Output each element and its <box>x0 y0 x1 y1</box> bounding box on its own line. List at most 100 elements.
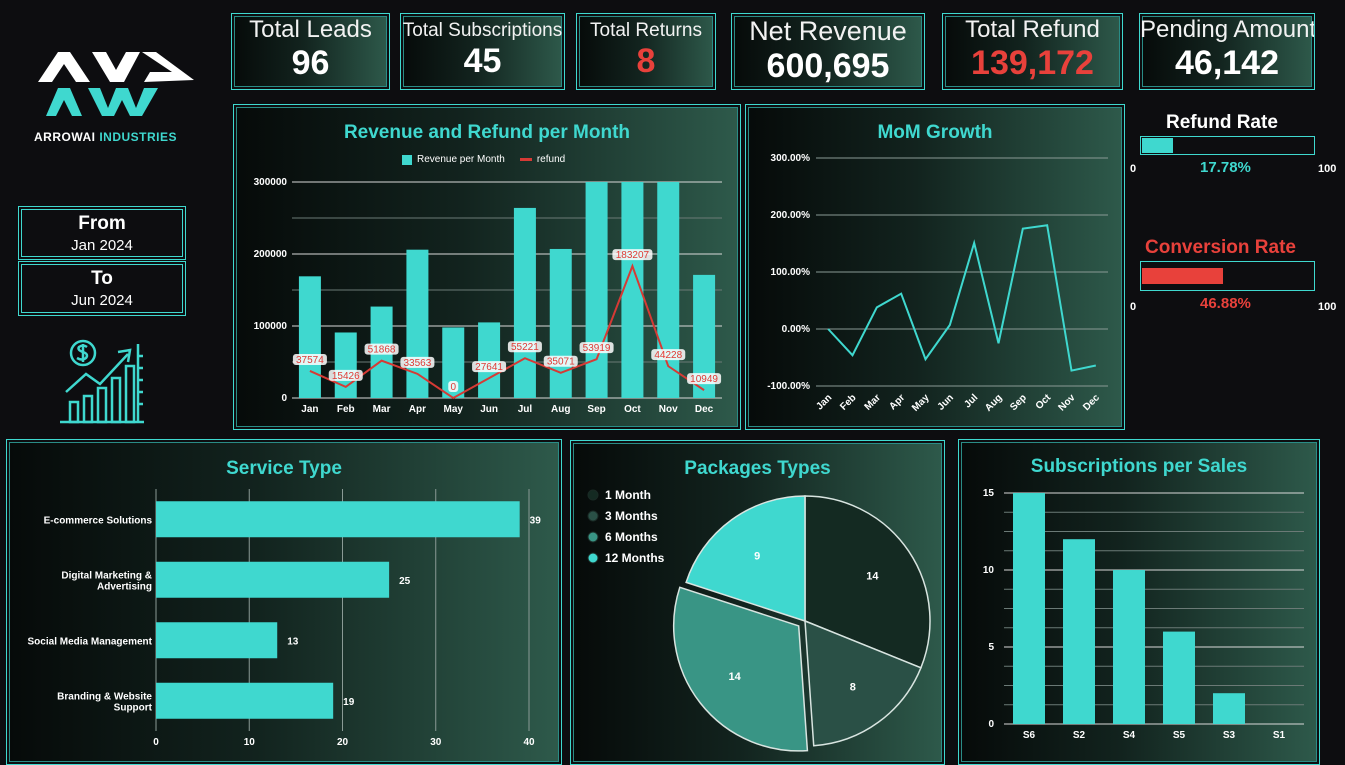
from-label: From <box>78 213 126 234</box>
kpi-value: 8 <box>636 42 656 80</box>
pie-slice-label: 14 <box>729 671 742 683</box>
kpi-total-subscriptions: Total Subscriptions 45 <box>400 13 565 90</box>
kpi-net-revenue: Net Revenue 600,695 <box>731 13 925 90</box>
refund-data-label: 37574 <box>296 355 324 366</box>
x-tick-label: Jun <box>936 392 956 412</box>
chart-title: Revenue and Refund per Month <box>343 122 631 143</box>
service-type-chart: 0 10 20 30 40 39 E-commerce Solutions 25 Digital… <box>28 489 541 748</box>
y-tick-label: 0.00% <box>782 324 810 335</box>
y-tick-label: 200000 <box>254 249 288 260</box>
chart-title: MoM Growth <box>877 122 993 143</box>
refund-data-label-bg <box>448 381 459 392</box>
chart-title: Subscriptions per Sales <box>1030 456 1248 477</box>
kpi-total-leads: Total Leads 96 <box>231 13 390 90</box>
x-tick-label: Jul <box>518 404 533 415</box>
refund-data-label-bg <box>651 349 686 361</box>
to-label: To <box>91 268 113 289</box>
x-tick-label: Feb <box>337 404 355 415</box>
x-tick-label: 20 <box>337 737 349 748</box>
x-tick-label: S4 <box>1123 730 1136 741</box>
x-tick-label: Mar <box>373 404 391 415</box>
y-tick-label: 10 <box>983 565 995 576</box>
legend-label-revenue: Revenue per Month <box>417 154 505 165</box>
x-tick-label: 0 <box>153 737 159 748</box>
revenue-bar <box>549 248 572 398</box>
legend-label: 12 Months <box>605 551 665 565</box>
conversion-rate-fill <box>1142 268 1224 284</box>
x-tick-label: Oct <box>1034 392 1054 412</box>
pie-slice-label: 8 <box>850 682 856 694</box>
x-tick-label: Nov <box>659 404 678 415</box>
refund-data-label-bg <box>364 343 399 355</box>
revenue-bar <box>478 322 501 398</box>
kpi-value: 96 <box>291 44 330 82</box>
mom-growth-panel: MoM Growth -100.00% 0.00% 100.00% 200.00% 30… <box>745 104 1125 430</box>
kpi-total-returns: Total Returns 8 <box>576 13 716 90</box>
kpi-pending-amount: Pending Amount 46,142 <box>1139 13 1315 90</box>
y-tick-label: 5 <box>988 642 994 653</box>
x-tick-label: Oct <box>624 404 641 415</box>
legend-label-refund: refund <box>536 154 566 165</box>
service-bar <box>156 561 390 598</box>
x-tick-label: Dec <box>695 404 714 415</box>
kpi-label: Total Leads <box>249 16 372 43</box>
chart-title: Service Type <box>226 458 342 479</box>
pie-slice <box>672 586 809 752</box>
legend-swatch-revenue <box>402 154 412 165</box>
brand-name-part1: ARROWAI <box>34 130 96 144</box>
x-tick-label: May <box>910 392 932 414</box>
x-tick-label: Sep <box>587 404 605 415</box>
kpi-value: 139,172 <box>971 44 1094 82</box>
refund-data-label-bg <box>543 355 578 367</box>
service-bar <box>156 682 334 719</box>
x-tick-label: Mar <box>863 392 883 412</box>
pie-slice-label: 9 <box>754 550 760 562</box>
service-type-panel: Service Type 0 10 20 30 40 39 E-commerce Solut… <box>6 439 562 765</box>
brand-name: ARROWAI INDUSTRIES <box>34 130 177 144</box>
revenue-bar <box>657 182 680 398</box>
chart-legend: Revenue per Month refund <box>402 154 565 165</box>
refund-data-label: 33563 <box>404 358 432 369</box>
x-tick-label: Apr <box>887 392 907 412</box>
y-tick-label: 0 <box>281 393 287 404</box>
x-tick-label: Dec <box>1081 392 1102 413</box>
packages-types-chart: 14 8 14 9 1 Month 3 Months 6 Months 12 Months <box>587 488 931 752</box>
refund-rate-fill <box>1142 138 1173 153</box>
y-tick-label: 300.00% <box>771 153 811 164</box>
refund-data-label-bg <box>292 353 327 365</box>
y-tick-label: -100.00% <box>767 381 810 392</box>
y-category-label: Digital Marketing & Advertising <box>61 570 152 592</box>
from-value: Jan 2024 <box>71 237 133 254</box>
legend-swatch-refund <box>519 158 532 161</box>
x-tick-label: Sep <box>1008 392 1029 413</box>
pie-slice <box>804 619 922 747</box>
subs-per-sales-chart: 0 5 10 15 S6 S2 S4 S5 S3 S1 <box>983 488 1304 741</box>
to-date-box[interactable]: To Jun 2024 <box>18 261 186 316</box>
x-tick-label: S3 <box>1223 730 1236 741</box>
bar-value-label: 19 <box>343 697 355 708</box>
refund-data-label-bg <box>328 369 363 381</box>
y-tick-label: 300000 <box>254 177 288 188</box>
from-date-box[interactable]: From Jan 2024 <box>18 206 186 260</box>
refund-data-label: 10949 <box>690 374 718 385</box>
refund-data-label: 55221 <box>511 342 539 353</box>
y-tick-label: 15 <box>983 488 995 499</box>
refund-data-label: 44228 <box>654 350 682 361</box>
x-tick-label: S2 <box>1073 730 1086 741</box>
y-category-label: Social Media Management <box>28 636 153 647</box>
revenue-refund-panel: Revenue and Refund per Month Revenue per… <box>233 104 741 430</box>
pie-slice <box>685 495 806 623</box>
x-tick-label: Feb <box>838 392 858 412</box>
revenue-bar <box>513 207 536 398</box>
x-tick-label: Jul <box>962 392 980 410</box>
revenue-bar <box>585 182 608 398</box>
legend-swatch <box>587 552 599 564</box>
conversion-rate-max: 100 <box>1318 301 1337 313</box>
brand-name-part2: INDUSTRIES <box>99 130 178 144</box>
refund-data-label: 15426 <box>332 371 360 382</box>
refund-data-label: 53919 <box>583 343 611 354</box>
revenue-refund-chart: 0 100000 200000 300000 37574 15426 51868 33563 0… <box>254 177 722 415</box>
legend-label: 6 Months <box>605 530 658 544</box>
kpi-label: Net Revenue <box>749 16 907 46</box>
refund-data-label-bg <box>612 249 653 261</box>
